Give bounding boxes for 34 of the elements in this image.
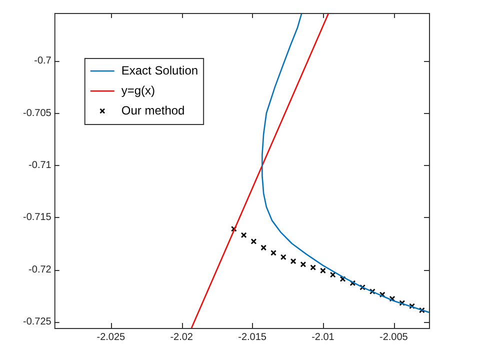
point	[290, 258, 296, 264]
point	[240, 232, 247, 238]
point	[230, 226, 237, 232]
point	[389, 296, 396, 302]
y-tick-label: -0.72	[28, 264, 52, 276]
point	[260, 244, 267, 251]
x-tick-label: -2.015	[238, 332, 267, 343]
point	[340, 276, 346, 282]
point	[409, 303, 415, 310]
x-tick-label: -2.01	[312, 332, 335, 343]
x-tick-label: -2.025	[96, 332, 126, 343]
point	[350, 280, 356, 286]
point	[330, 272, 336, 278]
point	[250, 238, 257, 244]
point	[360, 284, 366, 290]
y-tick-label: -0.705	[22, 108, 52, 119]
y-tick-label: -0.7	[34, 56, 52, 67]
x-tick-label: -2.005	[379, 332, 408, 343]
point	[320, 268, 326, 274]
point	[399, 300, 406, 306]
legend-label: y=g(x)	[121, 83, 156, 98]
y-tick-label: -0.715	[22, 212, 52, 224]
x-tick-label: -2.02	[170, 332, 194, 343]
point	[379, 292, 386, 298]
point	[369, 288, 376, 294]
point	[310, 264, 316, 270]
legend-label: Our method	[121, 103, 185, 118]
y-tick-label: -0.71	[28, 160, 52, 172]
point	[418, 307, 425, 314]
y-tick-label: -0.725	[22, 316, 52, 328]
point	[300, 261, 306, 268]
point	[270, 250, 276, 256]
legend-label: Exact Solution	[121, 63, 198, 78]
point	[280, 254, 286, 260]
